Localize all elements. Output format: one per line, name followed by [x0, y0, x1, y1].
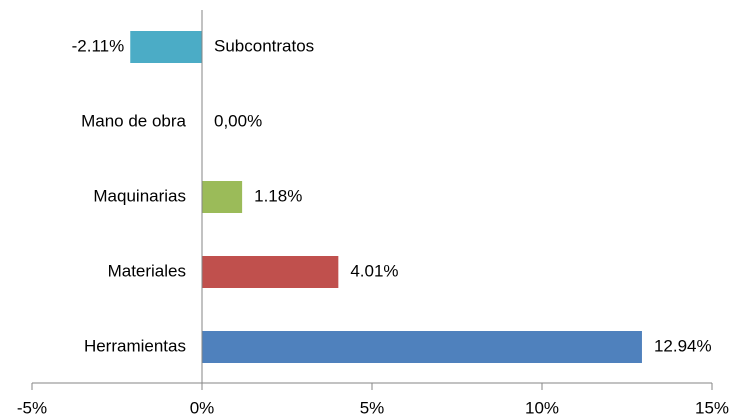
bar	[130, 31, 202, 63]
value-label: 4.01%	[350, 261, 398, 280]
value-label: 0,00%	[214, 111, 262, 130]
category-label: Materiales	[108, 261, 186, 280]
category-label: Maquinarias	[93, 186, 186, 205]
category-label: Subcontratos	[214, 36, 314, 55]
value-label: -2.11%	[72, 36, 125, 55]
x-tick-label: -5%	[17, 398, 47, 417]
bar	[202, 256, 339, 288]
x-tick-label: 15%	[695, 398, 729, 417]
x-tick-label: 5%	[360, 398, 385, 417]
bar	[202, 331, 642, 363]
bar	[202, 181, 243, 213]
value-label: 12.94%	[654, 336, 712, 355]
x-tick-label: 0%	[190, 398, 215, 417]
category-label: Herramientas	[84, 336, 186, 355]
category-label: Mano de obra	[81, 111, 186, 130]
value-label: 1.18%	[254, 186, 302, 205]
x-tick-label: 10%	[525, 398, 559, 417]
